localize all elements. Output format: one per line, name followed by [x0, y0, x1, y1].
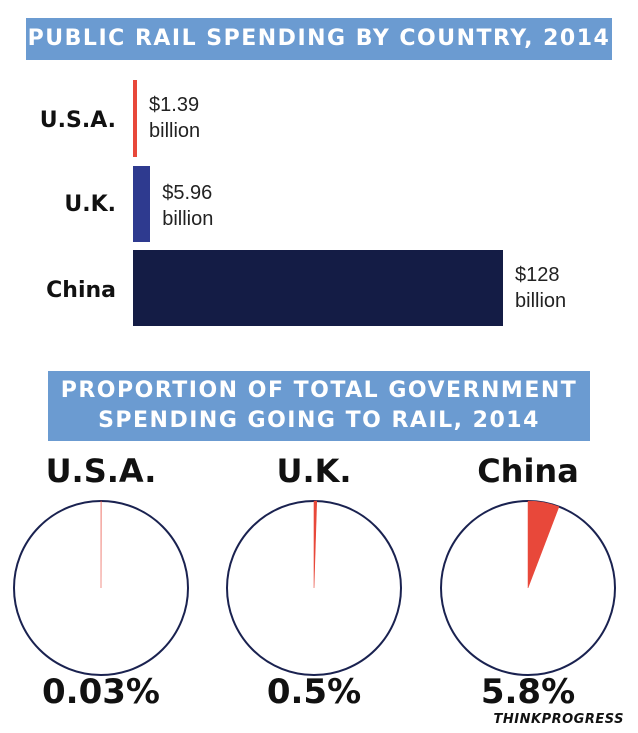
bar-uk	[133, 166, 151, 242]
pie-slice-rail	[313, 500, 318, 589]
thinkprogress-logo: THINKPROGRESS	[493, 712, 624, 727]
bar-china	[133, 250, 503, 326]
bar-category-uk: U.K.	[64, 192, 116, 217]
pie-slice-rail	[527, 500, 560, 589]
bar-value-label-usa: $1.39 billion	[149, 94, 201, 142]
bar-category-china: China	[46, 278, 116, 303]
bar-chart-title: PUBLIC RAIL SPENDING BY COUNTRY, 2014	[26, 18, 612, 60]
bar-category-usa: U.S.A.	[39, 108, 116, 133]
pie-title-uk: U.K.	[276, 452, 352, 490]
pie-value-china: 5.8%	[480, 672, 576, 712]
pie-value-usa: 0.03%	[42, 672, 160, 712]
pie-uk	[226, 500, 402, 676]
pie-title-china: China	[477, 452, 579, 490]
pie-value-uk: 0.5%	[266, 672, 362, 712]
bar-usa	[133, 80, 138, 157]
pie-chart-title: PROPORTION OF TOTAL GOVERNMENT SPENDING G…	[48, 371, 590, 441]
pie-title-usa: U.S.A.	[45, 452, 157, 490]
pie-usa	[13, 500, 189, 676]
bar-value-label-uk: $5.96 billion	[162, 182, 214, 230]
bar-value-label-china: $128 billion	[515, 264, 567, 312]
pie-china	[440, 500, 616, 676]
